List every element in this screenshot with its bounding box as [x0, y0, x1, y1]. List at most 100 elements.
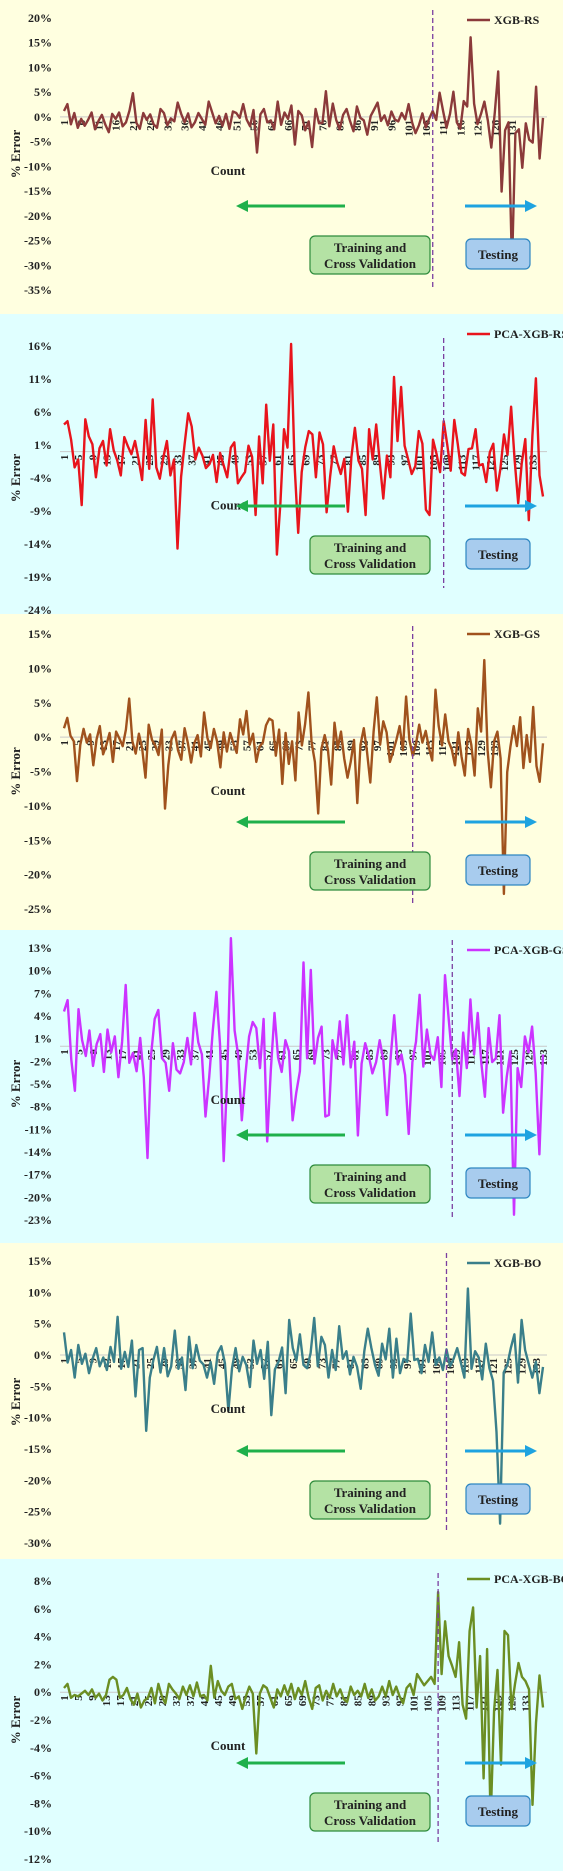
y-tick-label: 4% [34, 1630, 52, 1644]
y-tick-label: -15% [24, 184, 52, 198]
x-tick-label: 69 [300, 454, 312, 466]
training-box [309, 1480, 431, 1520]
x-tick-label: 53 [244, 454, 256, 466]
x-tick-label: 49 [231, 1358, 243, 1370]
y-tick-label: -5% [30, 135, 52, 149]
y-tick-label: -20% [24, 209, 52, 223]
training-label-line1: Training and [334, 856, 407, 871]
x-tick-label: 37 [190, 1049, 202, 1061]
chart-panel-5: 15% 10% 5% 0% -5% -10% -15% -20% -25% -30% % Error… [0, 1243, 563, 1559]
y-tick-label: 0% [34, 110, 52, 124]
testing-arrowhead-right [525, 500, 537, 512]
training-box [309, 535, 431, 575]
x-tick-label: 45 [216, 1358, 228, 1370]
x-tick-label: 81 [320, 740, 332, 751]
training-label-line1: Training and [334, 1485, 407, 1500]
x-tick-label: 5 [74, 1049, 86, 1055]
y-tick-label: 6% [34, 405, 52, 419]
x-tick-label: 121 [473, 120, 485, 137]
legend: PCA-XGB-GS [467, 943, 563, 957]
x-tick-label: 97 [372, 740, 384, 752]
x-tick-label: 66 [283, 119, 295, 131]
training-arrowhead [236, 1757, 248, 1769]
legend-label: XGB-BO [494, 1256, 541, 1270]
x-tick-label: 85 [357, 454, 369, 466]
x-tick-label: 41 [189, 740, 201, 751]
x-tick-label: 1 [59, 1049, 71, 1055]
x-tick-label: 53 [241, 1695, 253, 1707]
x-tick-label: 29 [161, 1049, 173, 1061]
series-line [62, 658, 545, 896]
y-tick-label: -4% [30, 1741, 52, 1755]
y-tick-label: 5% [34, 85, 52, 99]
x-tick-label: 13 [98, 740, 110, 752]
x-tick-label: 85 [364, 1049, 376, 1061]
chart-svg: 13% 10% 7% 4% 1% -2% -5% -8% -11% -14% -17% -20% -23… [0, 930, 563, 1243]
x-tick-label: 81 [343, 455, 355, 466]
x-tick-label: 117 [471, 454, 483, 470]
y-tick-label: -8% [30, 1100, 52, 1114]
x-tick-label: 65 [291, 1049, 303, 1061]
x-tick-label: 29 [158, 454, 170, 466]
x-tick-label: 33 [171, 1695, 183, 1707]
x-tick-label: 9 [87, 1695, 99, 1701]
y-tick-label: -11% [25, 1122, 52, 1136]
x-tick-label: 25 [143, 1695, 155, 1707]
y-tick-label: -9% [30, 504, 52, 518]
training-label-line2: Cross Validation [324, 1813, 417, 1828]
x-tick-label: 41 [202, 1358, 214, 1369]
y-tick-label: 5% [34, 1317, 52, 1331]
x-tick-label: 1 [59, 1358, 71, 1364]
series-line [63, 1590, 545, 1823]
x-tick-label: 45 [213, 1695, 225, 1707]
x-tick-label: 93 [393, 1049, 405, 1061]
training-arrowhead [236, 816, 248, 828]
x-axis-label: Count [211, 1401, 246, 1416]
legend: XGB-BO [467, 1256, 541, 1270]
y-tick-label: -20% [24, 1190, 52, 1204]
x-tick-label: 73 [314, 454, 326, 466]
x-tick-label: 85 [353, 1695, 365, 1707]
x-tick-label: 89 [367, 1695, 379, 1707]
testing-box [465, 1795, 531, 1827]
testing-arrowhead-right [525, 1445, 537, 1457]
x-tick-label: 129 [476, 740, 488, 757]
x-tick-label: 17 [117, 1049, 129, 1061]
x-tick-label: 91 [369, 120, 381, 131]
x-tick-label: 61 [272, 455, 284, 466]
y-tick-label: -30% [24, 1536, 52, 1550]
x-tick-label: 65 [286, 454, 298, 466]
training-arrowhead [236, 1129, 248, 1141]
testing-annotation: Testing [465, 200, 537, 270]
y-tick-label: -20% [24, 1473, 52, 1487]
y-axis-label: % Error [8, 747, 23, 796]
y-tick-label: 7% [34, 986, 52, 1000]
testing-annotation: Testing [465, 1129, 537, 1199]
x-tick-label: 13 [103, 1049, 115, 1061]
training-arrowhead [236, 200, 248, 212]
y-tick-label: 13% [28, 941, 52, 955]
training-label-line2: Cross Validation [324, 872, 417, 887]
testing-label: Testing [478, 1492, 518, 1507]
y-tick-label: 4% [34, 1009, 52, 1023]
x-tick-label: 61 [273, 1358, 285, 1369]
y-tick-label: -10% [24, 799, 52, 813]
training-label-line1: Training and [334, 1169, 407, 1184]
y-tick-label: 15% [28, 1254, 52, 1268]
chart-panel-4: 13% 10% 7% 4% 1% -2% -5% -8% -11% -14% -17% -20% -23… [0, 930, 563, 1243]
x-tick-label: 105 [423, 1695, 435, 1712]
chart-panel-1: 20% 15% 10% 5% 0% -5% -10% -15% -20% -25% -30% -35%… [0, 0, 563, 314]
x-tick-label: 5 [73, 1358, 85, 1364]
x-tick-label: 41 [201, 455, 213, 466]
chart-panel-2: 16% 11% 6% 1% -4% -9% -14% -19% -24%% Error 1 5 9 13… [0, 314, 563, 614]
y-tick-label: -19% [24, 570, 52, 584]
chart-panel-3: 15% 10% 5% 0% -5% -10% -15% -20% -25%% Error 1 5 9 1… [0, 614, 563, 930]
y-axis-label: % Error [8, 1060, 23, 1109]
x-tick-label: 16 [111, 119, 123, 131]
testing-box [465, 854, 531, 886]
y-tick-label: 8% [34, 1574, 52, 1588]
training-label-line2: Cross Validation [324, 556, 417, 571]
